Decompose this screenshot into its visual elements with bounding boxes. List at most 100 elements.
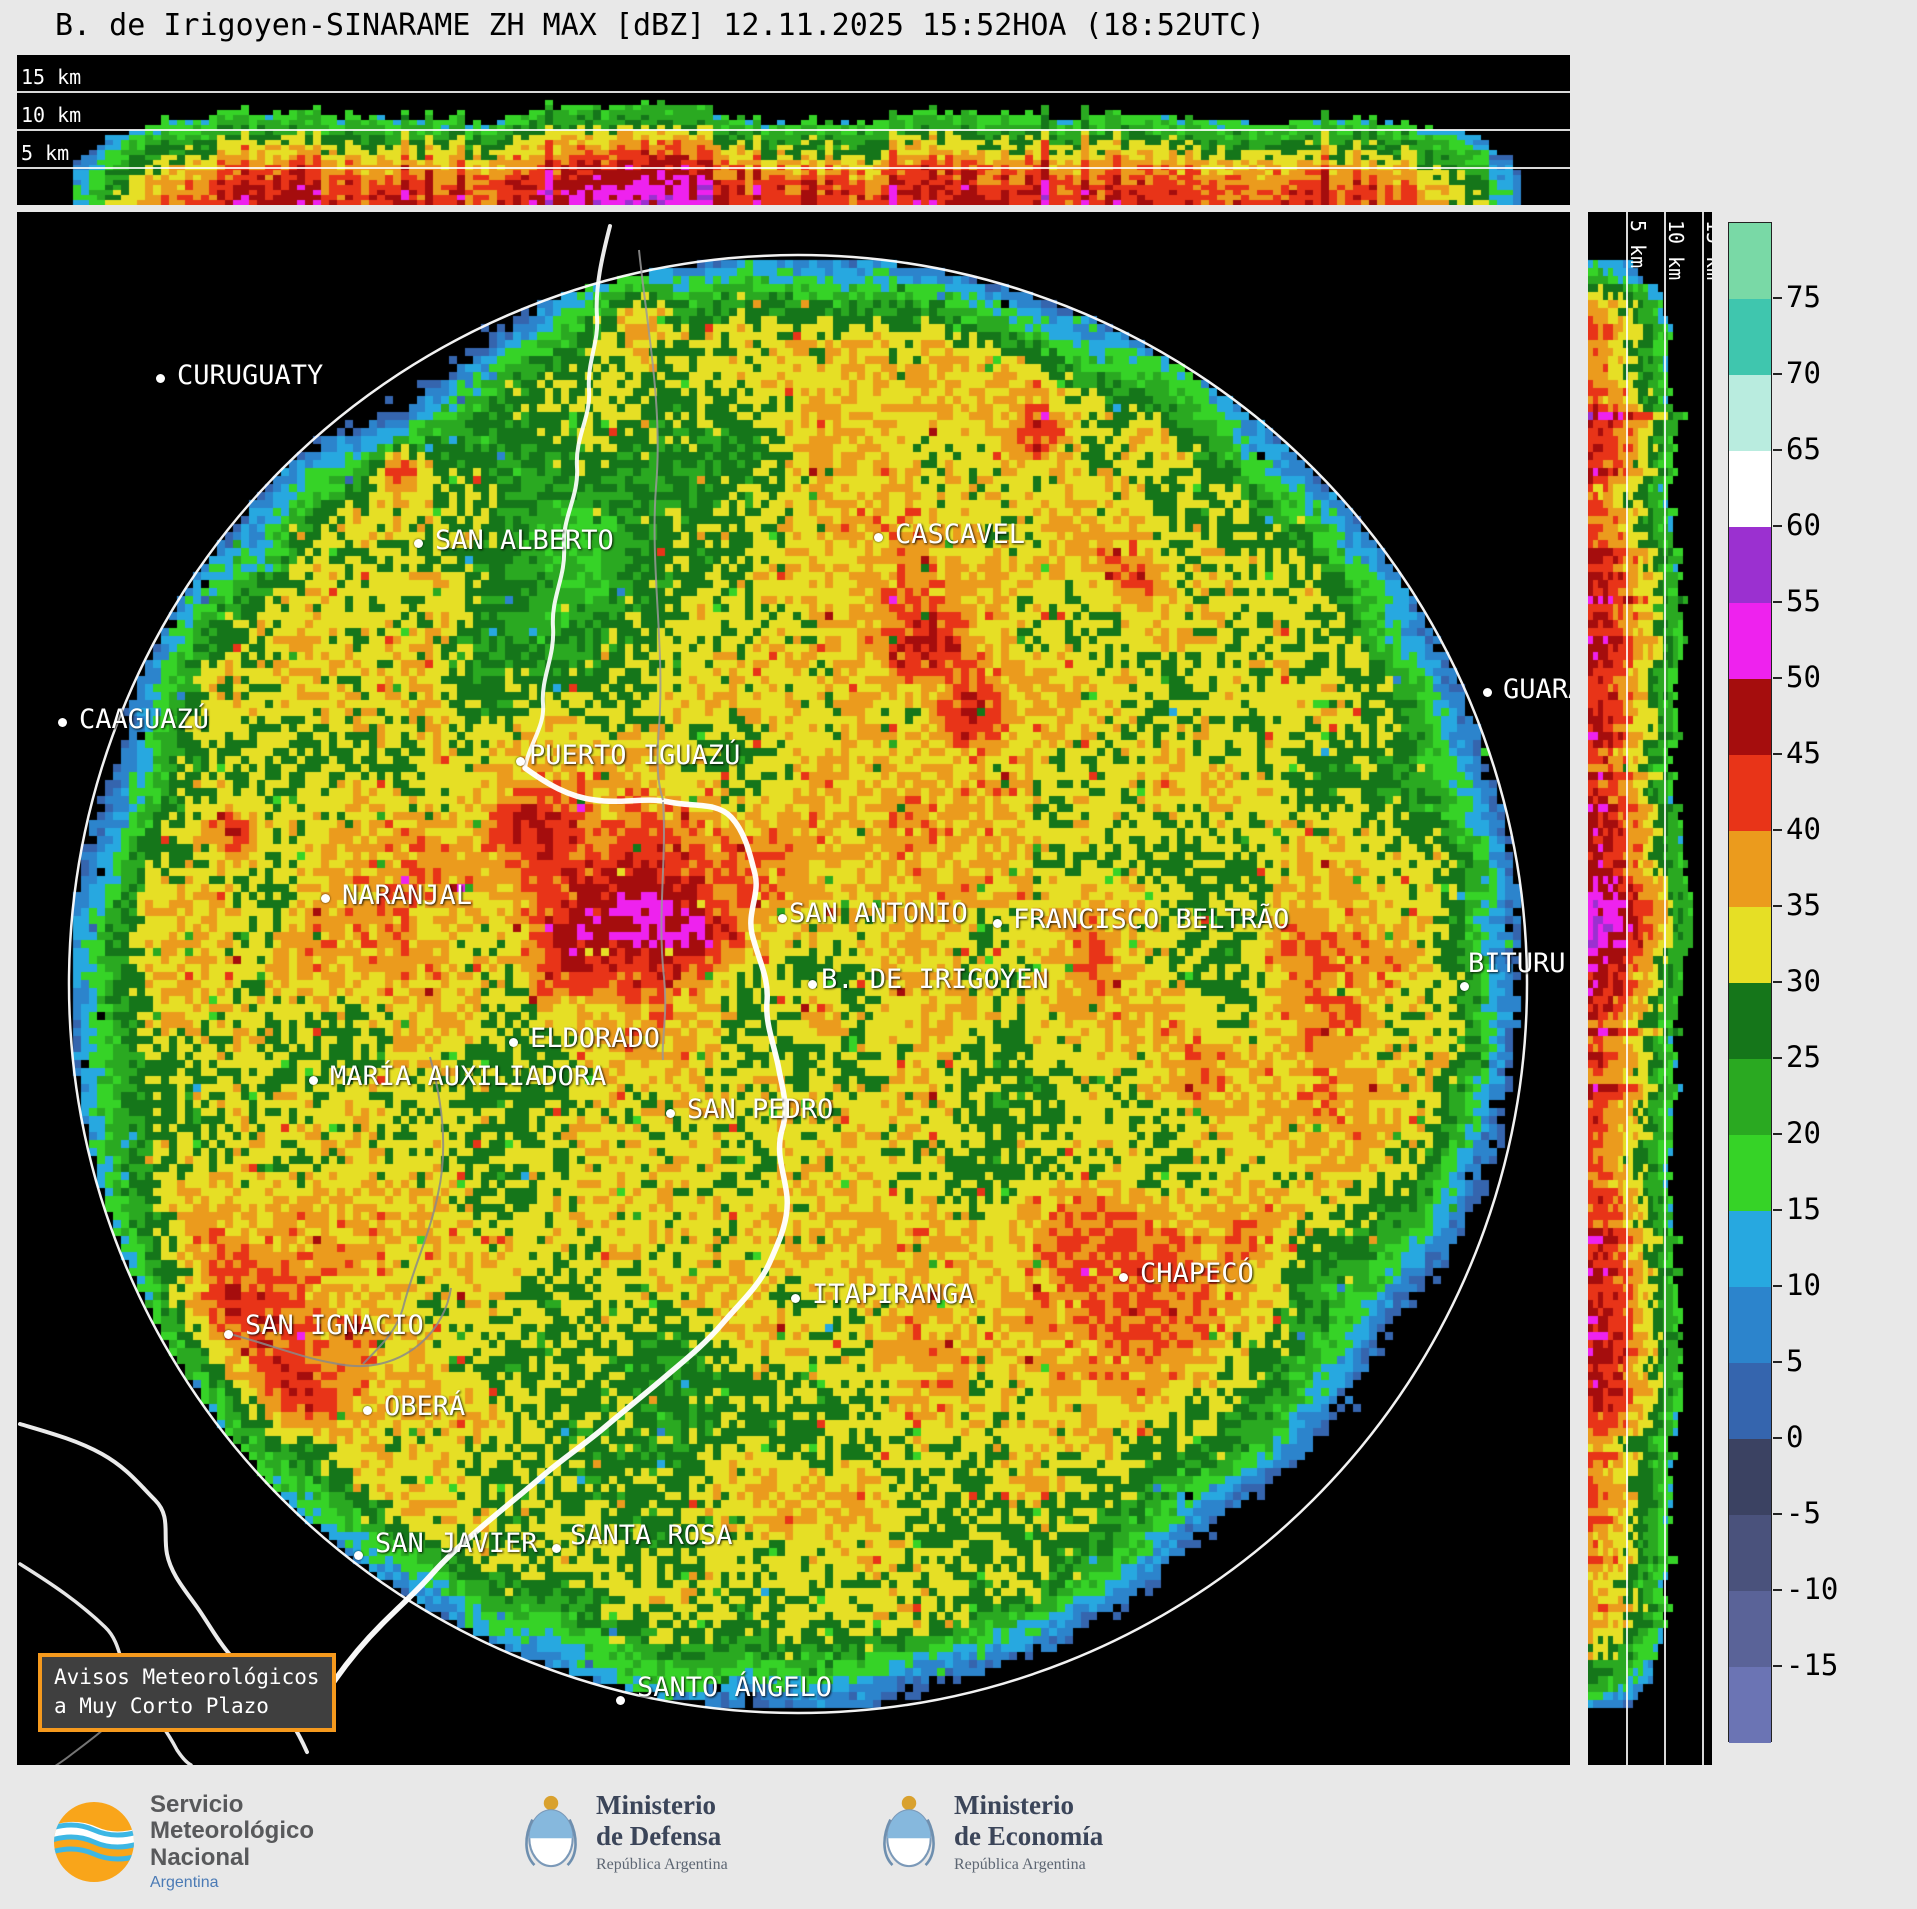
- colorbar-tick-label: -15: [1786, 1648, 1839, 1682]
- city-label: CHAPECÓ: [1140, 1258, 1254, 1289]
- colorbar-tick-mark: [1773, 525, 1782, 527]
- city-label: FRANCISCO BELTRÃO: [1013, 904, 1290, 935]
- notice-line-2: a Muy Corto Plazo: [54, 1694, 269, 1719]
- smn-name-line: Nacional: [150, 1843, 251, 1871]
- colorbar: [1728, 222, 1772, 1743]
- right-cross-section-canvas: [1588, 212, 1712, 1765]
- colorbar-segment: [1729, 1591, 1771, 1667]
- colorbar-tick-mark: [1773, 373, 1782, 375]
- warning-notice-box[interactable]: Avisos Meteorológicos a Muy Corto Plazo: [38, 1653, 336, 1732]
- city-marker-dot: [874, 533, 883, 542]
- colorbar-segment: [1729, 907, 1771, 983]
- colorbar-tick-mark: [1773, 1665, 1782, 1667]
- right-cross-section-panel: 5 km 10 km 15 km: [1588, 212, 1712, 1765]
- border-line: [660, 801, 667, 1061]
- colorbar-tick-label: 65: [1786, 432, 1821, 466]
- colorbar-tick-mark: [1773, 1437, 1782, 1439]
- ministry-name-line: de Defensa: [596, 1820, 722, 1851]
- border-line: [229, 1287, 452, 1367]
- colorbar-tick-label: 75: [1786, 280, 1821, 314]
- height-grid-line: [17, 167, 1570, 169]
- city-label: PUERTO IGUAZÚ: [529, 740, 741, 771]
- colorbar-tick-mark: [1773, 297, 1782, 299]
- colorbar-tick-mark: [1773, 1513, 1782, 1515]
- city-marker-dot: [1460, 982, 1469, 991]
- city-label: SAN JAVIER: [375, 1528, 538, 1559]
- colorbar-tick-mark: [1773, 1133, 1782, 1135]
- colorbar-segment: [1729, 1439, 1771, 1515]
- argentina-coat-of-arms-icon: [525, 1795, 577, 1868]
- colorbar-tick-mark: [1773, 1209, 1782, 1211]
- height-axis-label: 15 km: [21, 65, 82, 89]
- ministry-name-line: de Economía: [954, 1820, 1104, 1851]
- city-marker-dot: [58, 718, 67, 727]
- smn-name-line: Servicio: [150, 1791, 244, 1818]
- border-line: [638, 249, 664, 801]
- range-ring: [67, 253, 1529, 1715]
- colorbar-tick-label: 70: [1786, 356, 1821, 390]
- city-label: CAAGUAZÚ: [79, 704, 210, 735]
- city-label: SANTA ROSA: [570, 1520, 733, 1551]
- city-marker-dot: [354, 1551, 363, 1560]
- colorbar-segment: [1729, 1287, 1771, 1363]
- city-marker-dot: [616, 1696, 625, 1705]
- colorbar-segment: [1729, 1667, 1771, 1743]
- city-marker-dot: [516, 757, 525, 766]
- radar-reflectivity-canvas: [17, 212, 1570, 1765]
- colorbar-tick-mark: [1773, 449, 1782, 451]
- city-marker-dot: [993, 919, 1002, 928]
- colorbar-tick-label: 15: [1786, 1192, 1821, 1226]
- height-axis-label: 5 km: [1626, 220, 1650, 269]
- smn-logo-icon: [54, 1802, 134, 1883]
- colorbar-segment: [1729, 755, 1771, 831]
- city-marker-dot: [509, 1038, 518, 1047]
- border-line: [362, 1056, 445, 1365]
- colorbar-segment: [1729, 1135, 1771, 1211]
- colorbar-tick-label: 0: [1786, 1420, 1804, 1454]
- colorbar-tick-label: 55: [1786, 584, 1821, 618]
- city-marker-dot: [321, 894, 330, 903]
- colorbar-tick-label: 35: [1786, 888, 1821, 922]
- city-label: CURUGUATY: [177, 360, 324, 391]
- argentina-coat-of-arms-icon: [883, 1795, 935, 1868]
- colorbar-segment: [1729, 679, 1771, 755]
- ministry-subtitle: República Argentina: [596, 1855, 728, 1873]
- colorbar-segment: [1729, 527, 1771, 603]
- ministry-economia-block: Ministerio de Economía República Argenti…: [878, 1790, 1103, 1874]
- colorbar-tick-mark: [1773, 753, 1782, 755]
- river-parana-north: [523, 224, 612, 770]
- colorbar-segment: [1729, 1059, 1771, 1135]
- city-label: ITAPIRANGA: [812, 1279, 975, 1310]
- colorbar-tick-label: 40: [1786, 812, 1821, 846]
- city-label: NARANJAL: [342, 880, 473, 911]
- city-label: SAN PEDRO: [687, 1094, 834, 1125]
- height-grid-line: [1702, 212, 1704, 1765]
- colorbar-segment: [1729, 1211, 1771, 1287]
- colorbar-segment: [1729, 603, 1771, 679]
- height-axis-label: 10 km: [1664, 220, 1688, 281]
- city-marker-dot: [309, 1076, 318, 1085]
- city-label: BITURU: [1468, 948, 1566, 979]
- colorbar-tick-mark: [1773, 1361, 1782, 1363]
- colorbar-tick-mark: [1773, 1057, 1782, 1059]
- smn-logo-block: Servicio Meteorológico Nacional Argentin…: [52, 1791, 314, 1892]
- colorbar-tick-mark: [1773, 1589, 1782, 1591]
- city-label: ELDORADO: [530, 1023, 661, 1054]
- height-grid-line: [17, 91, 1570, 93]
- ministry-name-line: Ministerio: [596, 1790, 716, 1821]
- city-label: OBERÁ: [384, 1391, 466, 1422]
- city-marker-dot: [1483, 688, 1492, 697]
- colorbar-tick-label: 30: [1786, 964, 1821, 998]
- footer: Servicio Meteorológico Nacional Argentin…: [0, 1782, 1917, 1902]
- colorbar-tick-mark: [1773, 981, 1782, 983]
- colorbar-segment: [1729, 299, 1771, 375]
- colorbar-segment: [1729, 1515, 1771, 1591]
- city-label: CASCAVEL: [895, 519, 1026, 550]
- city-label: SANTO ÁNGELO: [637, 1672, 833, 1703]
- colorbar-tick-label: 10: [1786, 1268, 1821, 1302]
- height-axis-label: 10 km: [21, 103, 82, 127]
- colorbar-segment: [1729, 223, 1771, 299]
- colorbar-tick-label: 50: [1786, 660, 1821, 694]
- height-grid-line: [1664, 212, 1666, 1765]
